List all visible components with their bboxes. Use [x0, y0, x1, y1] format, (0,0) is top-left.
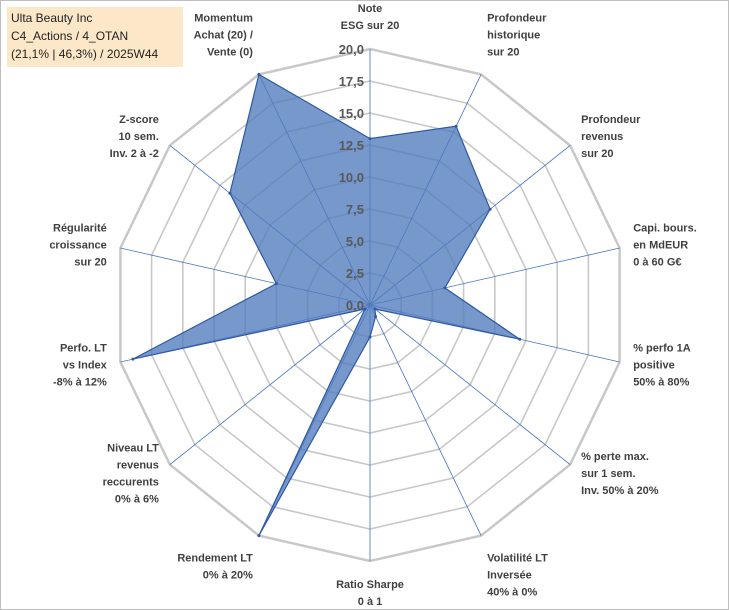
axis-label-zscore: Z-score 10 sem. Inv. 2 à -2: [110, 114, 159, 160]
tick-label: 0,0: [346, 298, 364, 313]
chart-info-box: Ulta Beauty Inc C4_Actions / 4_OTAN (21,…: [7, 7, 183, 67]
data-point: [274, 282, 278, 286]
axis-label-line: ESG sur 20: [341, 20, 400, 32]
axis-label-line: croissance: [49, 239, 106, 251]
tick-label: 17,5: [339, 74, 364, 89]
axis-label-perflt: Perfo. LT vs Index -8% à 12%: [53, 343, 108, 389]
axis-label-line: Niveau LT: [107, 442, 159, 454]
axis-label-line: 0 à 1: [358, 596, 382, 608]
axis-label-line: Vente (0): [207, 47, 253, 59]
axis-label-regul: Régularité croissance sur 20: [49, 222, 106, 268]
axis-label-line: Rendement LT: [177, 552, 253, 564]
portfolio-code: C4_Actions / 4_OTAN: [11, 29, 129, 43]
axis-label-vol: Volatilité LT Inversée 40% à 0%: [487, 552, 548, 598]
axis-label-line: Perfo. LT: [60, 343, 107, 355]
axis-label-line: Note: [358, 3, 382, 15]
data-point: [518, 337, 522, 341]
axis-label-line: 0 à 60 G€: [633, 256, 681, 268]
axis-label-line: 50% à 80%: [633, 377, 689, 389]
axis-label-line: Volatilité LT: [487, 552, 548, 564]
data-point: [131, 357, 135, 361]
axis-label-prof_hist: Profondeur historique sur 20: [487, 13, 547, 59]
tick-label: 10,0: [339, 170, 364, 185]
axis-label-line: sur 20: [74, 256, 106, 268]
axis-label-perte: % perte max. sur 1 sem. Inv. 50% à 20%: [581, 451, 659, 497]
axis-label-line: revenus: [581, 131, 623, 143]
axis-label-line: revenus: [117, 459, 159, 471]
axis-spoke: [169, 304, 371, 465]
data-point: [228, 191, 232, 195]
company-name: Ulta Beauty Inc: [11, 11, 93, 25]
tick-label: 7,5: [346, 202, 364, 217]
tick-label: 2,5: [346, 266, 364, 281]
data-point: [368, 137, 372, 141]
axis-label-cap: Capi. bours. en MdEUR 0 à 60 G€: [633, 222, 697, 268]
axis-label-momentum: Momentum Achat (20) / Vente (0): [194, 13, 254, 59]
data-point: [257, 534, 261, 538]
axis-label-line: positive: [633, 360, 675, 372]
axis-label-line: Régularité: [53, 222, 107, 234]
axis-label-line: Profondeur: [581, 114, 641, 126]
data-point: [454, 124, 458, 128]
axis-spoke: [369, 304, 571, 465]
data-point: [373, 307, 377, 311]
data-point: [257, 72, 261, 76]
axis-label-line: historique: [487, 30, 540, 42]
data-point: [363, 307, 367, 311]
axis-label-line: Z-score: [119, 114, 159, 126]
axis-label-line: Achat (20) /: [194, 30, 253, 42]
axis-label-line: 0% à 20%: [203, 569, 253, 581]
axis-label-line: -8% à 12%: [53, 377, 107, 389]
axis-label-line: Inv. 2 à -2: [110, 148, 159, 160]
series-area: [132, 73, 521, 536]
axis-label-line: sur 20: [487, 47, 519, 59]
axis-label-line: vs Index: [63, 360, 108, 372]
axis-label-line: Inv. 50% à 20%: [581, 485, 659, 497]
data-point: [443, 286, 447, 290]
axis-label-sharpe: Ratio Sharpe 0 à 1: [336, 579, 404, 608]
axis-label-line: 0% à 6%: [115, 493, 159, 505]
axis-label-line: 10 sem.: [119, 131, 159, 143]
tick-label: 20,0: [339, 42, 364, 57]
axis-label-line: % perte max.: [581, 451, 649, 463]
tick-label: 12,5: [339, 138, 364, 153]
axis-label-line: Profondeur: [487, 13, 547, 25]
data-point: [374, 315, 378, 318]
axis-label-esg: Note ESG sur 20: [341, 3, 400, 32]
axis-label-line: Inversée: [487, 569, 532, 581]
axis-label-prof_rev: Profondeur revenus sur 20: [581, 114, 641, 160]
axis-label-line: Capi. bours.: [633, 222, 697, 234]
axis-spoke: [369, 304, 482, 536]
axis-label-line: Ratio Sharpe: [336, 579, 404, 591]
axis-label-line: Momentum: [194, 13, 253, 25]
tick-label: 5,0: [346, 234, 364, 249]
axis-label-line: % perfo 1A: [633, 343, 691, 355]
data-point: [488, 207, 492, 211]
tick-label: 15,0: [339, 106, 364, 121]
axis-label-line: sur 1 sem.: [581, 468, 635, 480]
data-point: [368, 335, 372, 339]
score-summary: (21,1% | 46,3%) / 2025W44: [11, 47, 159, 61]
axis-label-rend: Rendement LT 0% à 20%: [177, 552, 253, 581]
axis-label-line: sur 20: [581, 148, 613, 160]
axis-label-line: 40% à 0%: [487, 586, 537, 598]
axis-label-recur: Niveau LT revenus reccurents 0% à 6%: [103, 442, 160, 505]
axis-label-line: en MdEUR: [633, 239, 688, 251]
axis-label-line: reccurents: [103, 476, 159, 488]
axis-label-perf1a: % perfo 1A positive 50% à 80%: [633, 343, 691, 389]
